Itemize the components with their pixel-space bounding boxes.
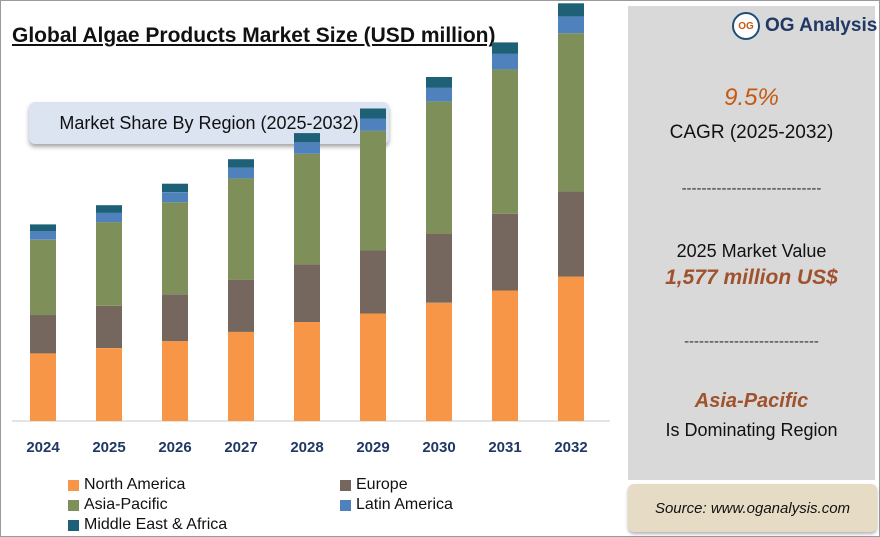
bar-2030-middle-east-africa (426, 77, 452, 88)
legend-item-europe: Europe (340, 476, 408, 494)
bar-2030-europe (426, 233, 452, 303)
x-tick-label: 2032 (554, 439, 587, 456)
market-value-label: 2025 Market Value (676, 241, 827, 261)
bar-2029-middle-east-africa (360, 108, 386, 119)
market-value: 1,577 million US$ (665, 266, 838, 289)
legend-item-north-america: North America (68, 476, 185, 494)
x-tick-label: 2024 (26, 439, 60, 456)
bar-2031-asia-pacific (492, 69, 518, 214)
bar-2025-latin-america (96, 212, 122, 223)
x-tick-label: 2025 (92, 439, 125, 456)
x-tick-label: 2031 (488, 439, 521, 456)
stacked-bar-chart: 2024 2025 2026 2027 2028 2029 2030 2031 2032 (12, 3, 610, 456)
bar-2030-latin-america (426, 87, 452, 102)
dominating-label: Is Dominating Region (665, 420, 838, 440)
legend-item-middle-east-africa: Middle East & Africa (68, 516, 227, 534)
legend-item-asia-pacific: Asia-Pacific (68, 496, 168, 514)
bar-2031-latin-america (492, 54, 518, 70)
bar-2024-asia-pacific (30, 239, 56, 316)
bar-2030-asia-pacific (426, 101, 452, 234)
bar-2027-asia-pacific (228, 178, 254, 280)
bar-2024-middle-east-africa (30, 224, 56, 232)
bar-2029-north-america (360, 313, 386, 421)
bar-2032-north-america (558, 276, 584, 421)
bar-2027-europe (228, 279, 254, 332)
bar-2025-north-america (96, 348, 122, 421)
separator-line: --------------------------- (684, 333, 819, 350)
bar-2025-asia-pacific (96, 222, 122, 306)
chart-subtitle: Market Share By Region (2025-2032) (29, 102, 389, 144)
x-tick-label: 2028 (290, 439, 323, 456)
legend-label: Middle East & Africa (84, 516, 228, 533)
bar-2025-europe (96, 305, 122, 348)
bar-2027-middle-east-africa (228, 159, 254, 168)
bar-2032-middle-east-africa (558, 3, 584, 17)
bar-2029-europe (360, 250, 386, 314)
bar-2024-latin-america (30, 231, 56, 240)
bar-2026-asia-pacific (162, 202, 188, 295)
og-logo-icon: OG (732, 12, 760, 40)
legend-label: North America (84, 476, 186, 493)
legend-swatch (68, 519, 79, 531)
x-tick-label: 2026 (158, 439, 191, 456)
x-tick-label: 2027 (224, 439, 257, 456)
chart-title: Global Algae Products Market Size (USD m… (12, 24, 496, 47)
legend-item-latin-america: Latin America (340, 496, 453, 514)
legend-swatch (68, 499, 79, 511)
logo-text: OG Analysis (765, 15, 878, 36)
source-box: Source: www.oganalysis.com (628, 484, 877, 532)
bar-2026-north-america (162, 341, 188, 421)
bar-2029-latin-america (360, 118, 386, 131)
legend-swatch (340, 479, 351, 491)
bar-2027-latin-america (228, 167, 254, 179)
og-analysis-logo: OG OG Analysis (732, 12, 877, 40)
legend-label: Latin America (356, 496, 453, 513)
bar-2032-asia-pacific (558, 33, 584, 192)
bar-2030-north-america (426, 302, 452, 422)
x-tick-label: 2029 (356, 439, 389, 456)
bar-2024-north-america (30, 353, 56, 421)
bar-2031-europe (492, 213, 518, 291)
bar-2028-middle-east-africa (294, 133, 320, 143)
bar-2026-europe (162, 294, 188, 342)
bar-2028-north-america (294, 321, 320, 421)
bar-2024-europe (30, 315, 56, 354)
bar-2029-asia-pacific (360, 130, 386, 251)
bar-2027-north-america (228, 331, 254, 421)
bar-2028-latin-america (294, 142, 320, 154)
bar-2032-europe (558, 191, 584, 277)
legend-swatch (340, 499, 351, 511)
bar-2026-latin-america (162, 192, 188, 203)
separator-line: ---------------------------- (681, 180, 822, 197)
x-tick-label: 2030 (422, 439, 455, 456)
cagr-label: CAGR (2025-2032) (669, 122, 834, 143)
bar-2026-middle-east-africa (162, 183, 188, 193)
bar-2031-north-america (492, 290, 518, 421)
legend-label: Asia-Pacific (84, 496, 168, 513)
bar-2032-latin-america (558, 16, 584, 34)
bar-2031-middle-east-africa (492, 42, 518, 54)
summary-panel (628, 6, 875, 480)
bar-2028-asia-pacific (294, 153, 320, 265)
legend-swatch (68, 479, 79, 491)
bar-2025-middle-east-africa (96, 205, 122, 213)
bar-2028-europe (294, 264, 320, 322)
dominating-region: Asia-Pacific (694, 390, 809, 412)
cagr-value: 9.5% (724, 84, 779, 111)
legend-label: Europe (356, 476, 408, 493)
